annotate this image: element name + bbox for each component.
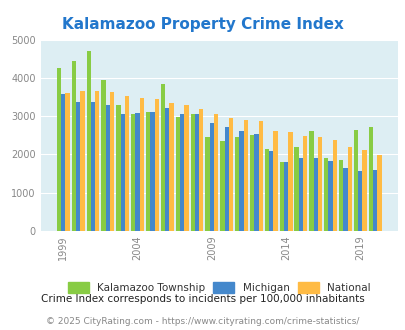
Bar [254, 134, 258, 231]
Bar [283, 162, 288, 231]
Bar [165, 108, 169, 231]
Bar [101, 80, 105, 231]
Bar [135, 113, 139, 231]
Bar [105, 105, 110, 231]
Bar [139, 98, 144, 231]
Bar [372, 170, 376, 231]
Bar [376, 155, 381, 231]
Bar [125, 96, 129, 231]
Bar [269, 151, 273, 231]
Bar [220, 142, 224, 231]
Bar [194, 114, 198, 231]
Bar [264, 149, 269, 231]
Bar [190, 114, 194, 231]
Text: Crime Index corresponds to incidents per 100,000 inhabitants: Crime Index corresponds to incidents per… [41, 294, 364, 304]
Bar [309, 131, 313, 231]
Bar [184, 105, 188, 231]
Bar [298, 157, 302, 231]
Bar [234, 137, 239, 231]
Bar [57, 68, 61, 231]
Bar [205, 137, 209, 231]
Bar [76, 102, 80, 231]
Bar [120, 114, 125, 231]
Bar [224, 127, 228, 231]
Bar [95, 91, 99, 231]
Bar [209, 123, 213, 231]
Bar [86, 51, 91, 231]
Bar [332, 140, 336, 231]
Bar [91, 102, 95, 231]
Bar [273, 131, 277, 231]
Bar [72, 61, 76, 231]
Bar [61, 94, 65, 231]
Bar [258, 121, 262, 231]
Bar [317, 137, 322, 231]
Bar [175, 117, 179, 231]
Bar [343, 168, 347, 231]
Bar [288, 132, 292, 231]
Bar [160, 83, 165, 231]
Bar [110, 92, 114, 231]
Bar [368, 127, 372, 231]
Bar [347, 147, 351, 231]
Bar [328, 161, 332, 231]
Legend: Kalamazoo Township, Michigan, National: Kalamazoo Township, Michigan, National [64, 278, 374, 298]
Text: Kalamazoo Property Crime Index: Kalamazoo Property Crime Index [62, 16, 343, 31]
Bar [239, 131, 243, 231]
Bar [131, 114, 135, 231]
Bar [249, 135, 254, 231]
Bar [243, 120, 247, 231]
Text: © 2025 CityRating.com - https://www.cityrating.com/crime-statistics/: © 2025 CityRating.com - https://www.city… [46, 317, 359, 326]
Bar [154, 99, 158, 231]
Bar [179, 114, 184, 231]
Bar [279, 162, 283, 231]
Bar [313, 157, 317, 231]
Bar [323, 157, 328, 231]
Bar [198, 109, 203, 231]
Bar [357, 171, 362, 231]
Bar [353, 130, 357, 231]
Bar [338, 160, 343, 231]
Bar [80, 91, 84, 231]
Bar [65, 93, 70, 231]
Bar [169, 103, 173, 231]
Bar [145, 112, 150, 231]
Bar [150, 112, 154, 231]
Bar [362, 150, 366, 231]
Bar [213, 114, 218, 231]
Bar [116, 105, 120, 231]
Bar [228, 118, 232, 231]
Bar [302, 136, 307, 231]
Bar [294, 147, 298, 231]
